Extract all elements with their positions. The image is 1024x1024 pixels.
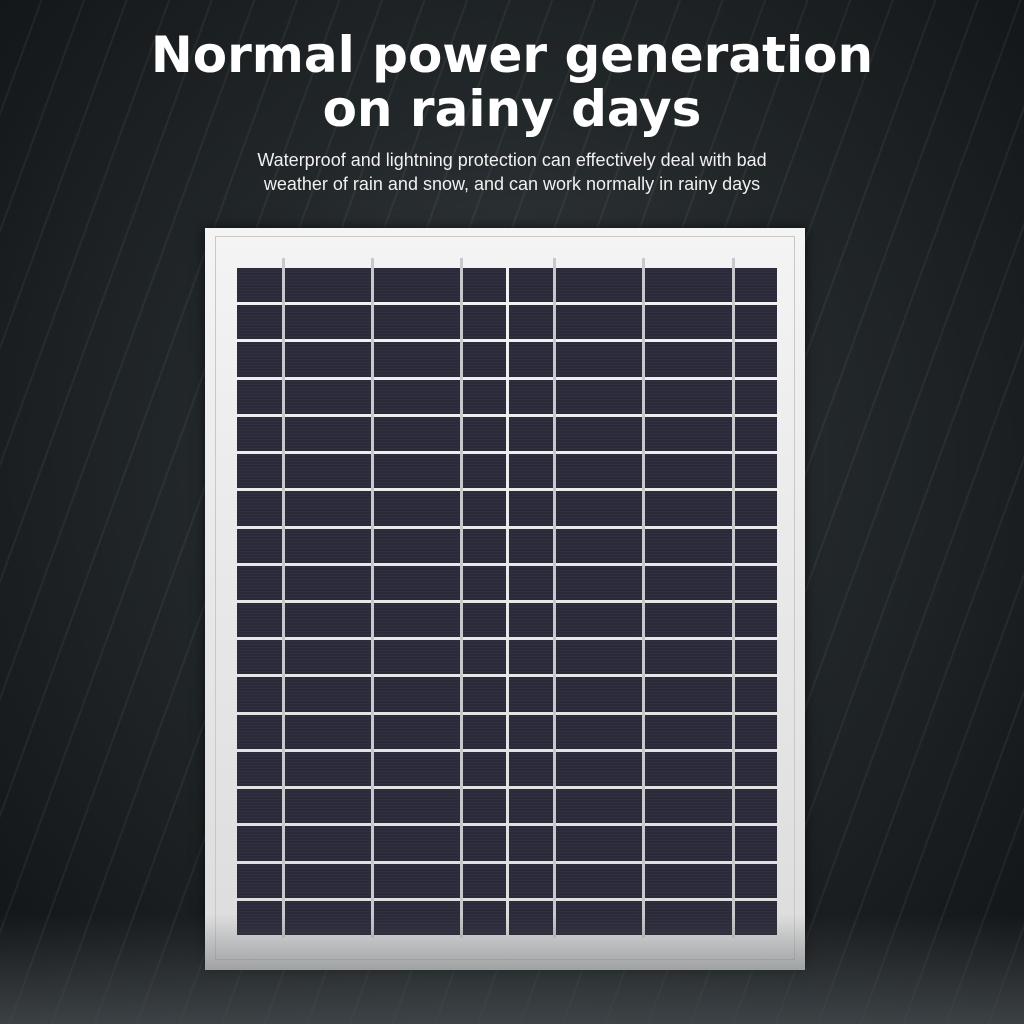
subtitle-line-1: Waterproof and lightning protection can … (257, 150, 767, 170)
busbar (732, 258, 735, 938)
busbar (460, 258, 463, 938)
busbar (282, 258, 285, 938)
solar-cells (237, 268, 777, 935)
headline-line-2: on rainy days (322, 80, 702, 138)
headline: Normal power generation on rainy days (0, 28, 1024, 136)
busbar (553, 258, 556, 938)
subtitle-line-2: weather of rain and snow, and can work n… (263, 174, 761, 194)
busbar (371, 258, 374, 938)
subtitle: Waterproof and lightning protection can … (0, 148, 1024, 196)
water-splash (0, 914, 1024, 1024)
headline-line-1: Normal power generation (150, 26, 874, 84)
busbar (642, 258, 645, 938)
solar-panel (205, 228, 805, 970)
